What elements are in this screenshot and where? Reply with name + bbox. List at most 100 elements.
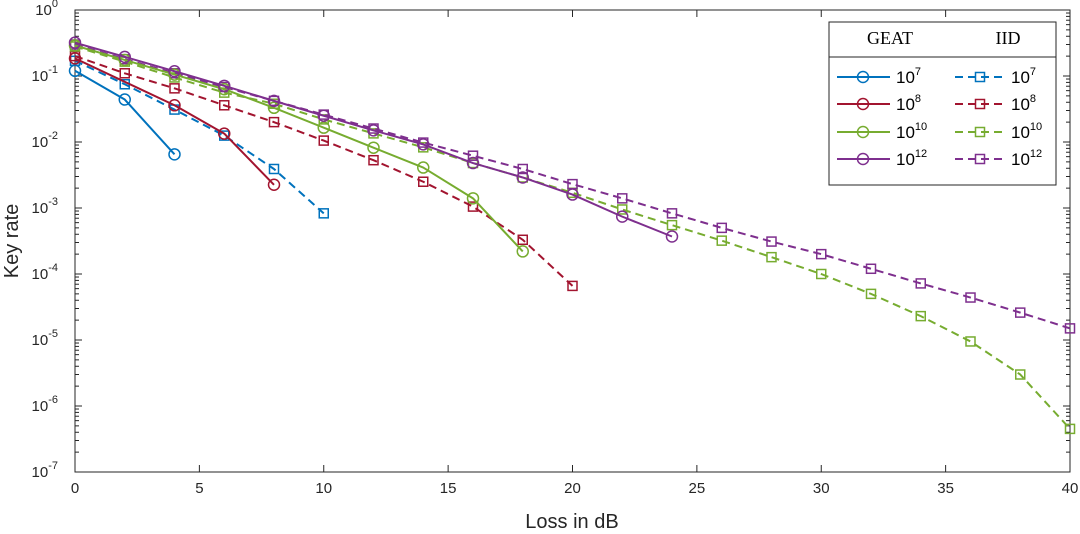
data-point (168, 65, 181, 78)
data-point (716, 235, 727, 246)
axis-ticks: 0 5 10 15 20 25 30 35 4010010-110-210-310-410-51… (32, 0, 1079, 497)
y-tick-base: 10 (32, 332, 49, 349)
data-point (267, 101, 281, 115)
data-point (118, 53, 131, 67)
legend-header-iid: IID (996, 28, 1021, 48)
y-tick-label: 10-1 (32, 64, 58, 85)
y-tick-label: 100 (35, 0, 58, 19)
data-point (517, 234, 528, 246)
data-point (219, 100, 230, 111)
series-geat-10e8 (68, 52, 281, 192)
legend-label-geat: 107 (896, 66, 921, 87)
legend-row: 108 108 (837, 93, 1036, 114)
data-point (317, 121, 330, 134)
y-tick-label: 10-3 (32, 196, 58, 217)
x-tick-label: 40 (1062, 480, 1079, 497)
legend-marker-geat (856, 70, 870, 84)
data-point (1015, 307, 1026, 318)
data-point (268, 116, 280, 128)
x-tick-label: 30 (813, 480, 830, 497)
data-point (169, 83, 180, 94)
y-tick-exponent: -2 (48, 130, 58, 142)
data-point (766, 236, 777, 247)
y-tick-base: 10 (32, 398, 49, 415)
legend-marker-geat (856, 152, 870, 166)
data-point (466, 156, 480, 170)
data-point (617, 193, 628, 204)
series-layer (68, 36, 1076, 435)
data-point (168, 68, 181, 81)
x-axis-label: Loss in dB (525, 511, 618, 533)
y-tick-base: 10 (35, 2, 52, 19)
data-point (766, 251, 777, 263)
data-point (666, 208, 678, 219)
x-tick-label: 25 (689, 480, 706, 497)
legend-marker-iid (974, 98, 986, 110)
y-tick-base: 10 (32, 266, 49, 283)
y-tick-exponent: -3 (48, 196, 58, 208)
data-point (218, 79, 231, 93)
series-line (74, 69, 176, 156)
series-geat-10e7 (68, 64, 181, 161)
y-tick-exponent: 0 (52, 0, 58, 10)
series-line (74, 59, 325, 215)
legend-row: 1012 1012 (837, 148, 1042, 169)
y-tick-base: 10 (32, 68, 49, 85)
data-point (1064, 323, 1076, 334)
x-tick-label: 35 (937, 480, 954, 497)
y-tick-base: 10 (32, 200, 49, 217)
data-point (516, 245, 529, 258)
y-tick-label: 10-5 (32, 328, 58, 349)
y-tick-base: 10 (32, 134, 49, 151)
data-point (267, 178, 281, 192)
legend-label-iid: 1010 (1011, 121, 1042, 142)
data-point (816, 248, 827, 260)
data-point (168, 99, 181, 112)
data-point (467, 201, 479, 212)
legend-header-geat: GEAT (867, 28, 913, 48)
legend-marker-geat (856, 125, 870, 139)
data-point (467, 157, 479, 169)
y-tick-label: 10-6 (32, 394, 58, 415)
data-point (666, 219, 678, 231)
data-point (516, 171, 529, 184)
data-point (567, 280, 578, 292)
data-point (168, 148, 181, 161)
y-tick-exponent: -5 (48, 328, 58, 340)
data-point (318, 208, 329, 219)
data-point (68, 36, 82, 49)
data-point (268, 95, 280, 107)
data-point (267, 94, 281, 108)
legend-marker-geat (856, 97, 870, 111)
data-point (318, 135, 329, 146)
data-point (965, 292, 976, 303)
legend-label-iid: 107 (1011, 66, 1036, 87)
data-point (68, 64, 82, 78)
legend-label-iid: 1012 (1011, 148, 1042, 169)
legend-label-geat: 1012 (896, 148, 927, 169)
data-point (616, 210, 629, 223)
data-point (466, 192, 480, 205)
x-tick-label: 20 (564, 480, 581, 497)
data-point (665, 230, 679, 243)
data-point (566, 188, 579, 201)
data-point (368, 154, 379, 166)
legend-label-iid: 108 (1011, 93, 1036, 114)
y-tick-label: 10-2 (32, 130, 58, 151)
series-geat-10e12 (68, 36, 679, 243)
data-point (915, 278, 926, 289)
data-point (617, 204, 628, 215)
legend-row: 1010 1010 (837, 121, 1042, 142)
data-point (816, 268, 827, 280)
data-point (865, 288, 877, 300)
data-point (367, 124, 380, 137)
legend-marker-iid (974, 126, 986, 138)
data-point (268, 163, 280, 175)
legend: GEAT IID 107 107 108 108 1010 1010 1012 1012 (828, 21, 1057, 186)
data-point (965, 336, 976, 347)
data-point (417, 161, 430, 174)
series-line (74, 41, 673, 238)
data-point (915, 310, 926, 322)
data-point (118, 50, 131, 64)
